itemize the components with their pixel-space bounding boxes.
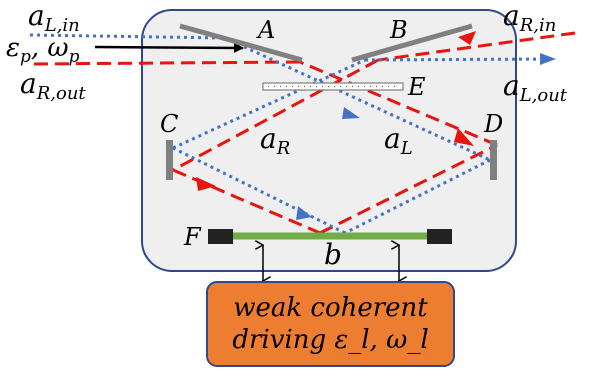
- label-mode-a-r: aR: [260, 122, 290, 159]
- cavity-frame: [141, 9, 517, 272]
- mirror-a: [179, 23, 303, 63]
- mirror-d: [490, 140, 497, 180]
- clamp-left: [208, 229, 233, 244]
- label-element-e: E: [407, 73, 426, 101]
- label-eps-omega-p: εp, ωp: [6, 33, 80, 67]
- label-a-r-out: aR,out: [20, 67, 86, 104]
- label-mirror-a: A: [256, 16, 275, 44]
- blue-arrow-3: [296, 206, 312, 220]
- label-mirror-c: C: [160, 110, 178, 138]
- mirror-c: [166, 140, 173, 180]
- label-mode-b: b: [324, 238, 342, 271]
- label-element-f: F: [183, 223, 202, 251]
- label-a-r-in: aR,in: [503, 0, 556, 36]
- label-mirror-d: D: [483, 110, 503, 138]
- blue-arrow-2: [342, 107, 360, 119]
- clamp-right: [427, 229, 452, 244]
- probe-arrow: [94, 42, 244, 53]
- red-arrow-3: [196, 177, 216, 191]
- blue-beam: [29, 33, 549, 235]
- element-e: [262, 82, 404, 91]
- label-a-l-in: aL,in: [28, 0, 80, 36]
- drive-box: [206, 281, 455, 367]
- red-arrow-1: [458, 31, 476, 45]
- red-arrow-2: [454, 128, 474, 146]
- mirror-b: [351, 23, 473, 63]
- blue-arrow-1: [540, 53, 556, 65]
- label-mirror-b: B: [389, 16, 408, 44]
- label-a-l-out: aL,out: [503, 69, 568, 106]
- label-mode-a-l: aL: [384, 122, 413, 159]
